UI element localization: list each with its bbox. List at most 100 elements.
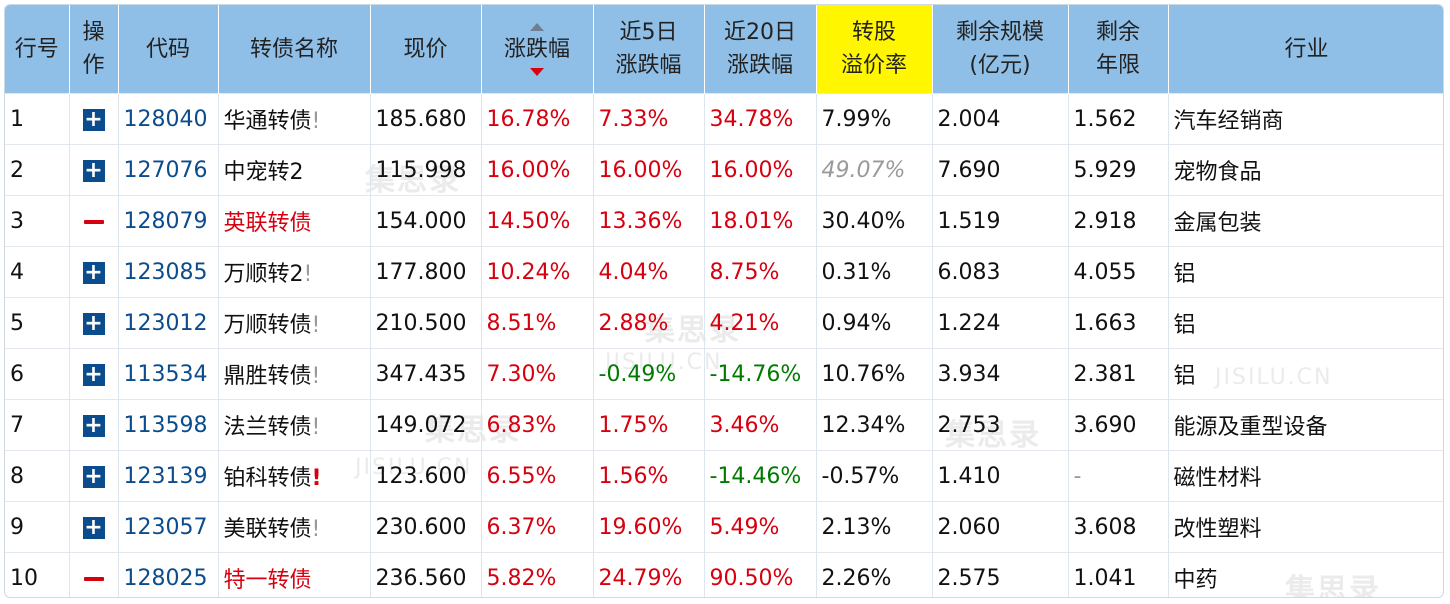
bond-code-link[interactable]: 113534 xyxy=(118,348,219,400)
warning-mark: ! xyxy=(303,262,313,287)
bond-name-cell[interactable]: 华通转债! xyxy=(218,93,371,145)
bond-name[interactable]: 中宠转2 xyxy=(223,160,304,185)
warning-mark: ! xyxy=(311,109,321,134)
change-5d-cell: -0.49% xyxy=(593,348,705,400)
remove-icon[interactable] xyxy=(83,576,104,581)
bond-name-cell[interactable]: 万顺转2! xyxy=(218,246,371,298)
table-row[interactable]: 8 +123139 铂科转债! 123.600 6.55% 1.56% -14.46% -0.… xyxy=(5,450,1443,502)
bond-name[interactable]: 华通转债 xyxy=(223,109,312,134)
bond-name-cell[interactable]: 美联转债! xyxy=(218,501,371,553)
change-cell: 6.55% xyxy=(481,450,594,502)
table-row[interactable]: 2 +127076 中宠转2 115.998 16.00% 16.00% 16.00% 49.… xyxy=(5,144,1443,196)
scale-cell: 2.060 xyxy=(932,501,1069,553)
change-20d-cell: 3.46% xyxy=(704,399,817,451)
header-years[interactable]: 剩余 年限 xyxy=(1068,5,1169,94)
change-5d-cell: 1.56% xyxy=(593,450,705,502)
industry-cell: 汽车经销商 xyxy=(1168,93,1443,145)
op-cell: + xyxy=(69,246,119,298)
bond-name[interactable]: 鼎胜转债 xyxy=(223,364,312,389)
change-cell: 14.50% xyxy=(481,195,594,247)
bond-name[interactable]: 特一转债 xyxy=(223,568,312,593)
bond-name-cell[interactable]: 法兰转债! xyxy=(218,399,371,451)
add-icon[interactable]: + xyxy=(82,106,105,132)
change-cell: 16.00% xyxy=(481,144,594,196)
header-change-20d[interactable]: 近20日 涨跌幅 xyxy=(704,5,817,94)
bond-code-link[interactable]: 128040 xyxy=(118,93,219,145)
premium-cell: 49.07% xyxy=(816,144,933,196)
add-icon[interactable]: + xyxy=(82,259,105,285)
price-cell: 230.600 xyxy=(370,501,482,553)
price-cell: 347.435 xyxy=(370,348,482,400)
bond-name-cell[interactable]: 特一转债 xyxy=(218,552,371,597)
bond-code-link[interactable]: 127076 xyxy=(118,144,219,196)
header-row-no[interactable]: 行号 xyxy=(5,5,70,94)
change-5d-cell: 7.33% xyxy=(593,93,705,145)
remove-icon[interactable] xyxy=(83,219,104,224)
bond-code-link[interactable]: 123057 xyxy=(118,501,219,553)
price-cell: 123.600 xyxy=(370,450,482,502)
bond-name-cell[interactable]: 英联转债 xyxy=(218,195,371,247)
header-code[interactable]: 代码 xyxy=(118,5,219,94)
sort-desc-icon xyxy=(529,67,544,76)
change-20d-cell: 34.78% xyxy=(704,93,817,145)
add-icon[interactable]: + xyxy=(82,361,105,387)
add-icon[interactable]: + xyxy=(82,157,105,183)
bond-code-link[interactable]: 123085 xyxy=(118,246,219,298)
years-cell: 1.041 xyxy=(1068,552,1169,597)
bond-name[interactable]: 铂科转债 xyxy=(223,466,312,491)
bond-name[interactable]: 万顺转2 xyxy=(223,262,304,287)
row-number: 7 xyxy=(5,399,70,451)
premium-cell: 0.31% xyxy=(816,246,933,298)
table-row[interactable]: 1 +128040 华通转债! 185.680 16.78% 7.33% 34.78% 7.9… xyxy=(5,93,1443,145)
price-cell: 185.680 xyxy=(370,93,482,145)
bond-name-cell[interactable]: 万顺转债! xyxy=(218,297,371,349)
change-20d-cell: 5.49% xyxy=(704,501,817,553)
header-price[interactable]: 现价 xyxy=(370,5,482,94)
bond-code-link[interactable]: 128025 xyxy=(118,552,219,597)
years-cell: 5.929 xyxy=(1068,144,1169,196)
bond-code-link[interactable]: 123139 xyxy=(118,450,219,502)
price-cell: 177.800 xyxy=(370,246,482,298)
warning-mark: ! xyxy=(311,466,322,491)
price-cell: 236.560 xyxy=(370,552,482,597)
table-row[interactable]: 9 +123057 美联转债! 230.600 6.37% 19.60% 5.49% 2.13… xyxy=(5,501,1443,553)
table-row[interactable]: 10 128025 特一转债 236.560 5.82% 24.79% 90.50% 2.26… xyxy=(5,552,1443,597)
bond-name[interactable]: 万顺转债 xyxy=(223,313,312,338)
add-icon[interactable]: + xyxy=(82,310,105,336)
header-industry[interactable]: 行业 xyxy=(1168,5,1443,94)
scale-cell: 1.224 xyxy=(932,297,1069,349)
price-cell: 154.000 xyxy=(370,195,482,247)
row-number: 6 xyxy=(5,348,70,400)
bond-name-cell[interactable]: 中宠转2 xyxy=(218,144,371,196)
header-name[interactable]: 转债名称 xyxy=(218,5,371,94)
change-cell: 6.37% xyxy=(481,501,594,553)
add-icon[interactable]: + xyxy=(82,514,105,540)
header-scale[interactable]: 剩余规模 (亿元) xyxy=(932,5,1069,94)
bond-name[interactable]: 法兰转债 xyxy=(223,415,312,440)
bond-name-cell[interactable]: 鼎胜转债! xyxy=(218,348,371,400)
years-cell: 4.055 xyxy=(1068,246,1169,298)
op-cell: + xyxy=(69,501,119,553)
add-icon[interactable]: + xyxy=(82,463,105,489)
price-cell: 210.500 xyxy=(370,297,482,349)
scale-cell: 2.004 xyxy=(932,93,1069,145)
convertible-bond-table: 行号 操作 代码 转债名称 现价 涨跌幅 近5日 涨跌幅 近20日 涨跌幅 转股 溢价… xyxy=(5,5,1443,597)
change-5d-cell: 19.60% xyxy=(593,501,705,553)
bond-name[interactable]: 美联转债 xyxy=(223,517,312,542)
header-change[interactable]: 涨跌幅 xyxy=(481,5,594,94)
header-premium[interactable]: 转股 溢价率 xyxy=(816,5,933,94)
table-row[interactable]: 5 +123012 万顺转债! 210.500 8.51% 2.88% 4.21% 0.94%… xyxy=(5,297,1443,349)
bond-code-link[interactable]: 128079 xyxy=(118,195,219,247)
add-icon[interactable]: + xyxy=(82,412,105,438)
bond-code-link[interactable]: 113598 xyxy=(118,399,219,451)
scale-cell: 7.690 xyxy=(932,144,1069,196)
table-row[interactable]: 3 128079 英联转债 154.000 14.50% 13.36% 18.01% 30.4… xyxy=(5,195,1443,247)
table-row[interactable]: 6 +113534 鼎胜转债! 347.435 7.30% -0.49% -14.76% 10… xyxy=(5,348,1443,400)
table-row[interactable]: 7 +113598 法兰转债! 149.072 6.83% 1.75% 3.46% 12.34… xyxy=(5,399,1443,451)
table-row[interactable]: 4 +123085 万顺转2! 177.800 10.24% 4.04% 8.75% 0.31… xyxy=(5,246,1443,298)
bond-code-link[interactable]: 123012 xyxy=(118,297,219,349)
bond-name-cell[interactable]: 铂科转债! xyxy=(218,450,371,502)
industry-cell: 能源及重型设备 xyxy=(1168,399,1443,451)
header-change-5d[interactable]: 近5日 涨跌幅 xyxy=(593,5,705,94)
bond-name[interactable]: 英联转债 xyxy=(223,211,312,236)
